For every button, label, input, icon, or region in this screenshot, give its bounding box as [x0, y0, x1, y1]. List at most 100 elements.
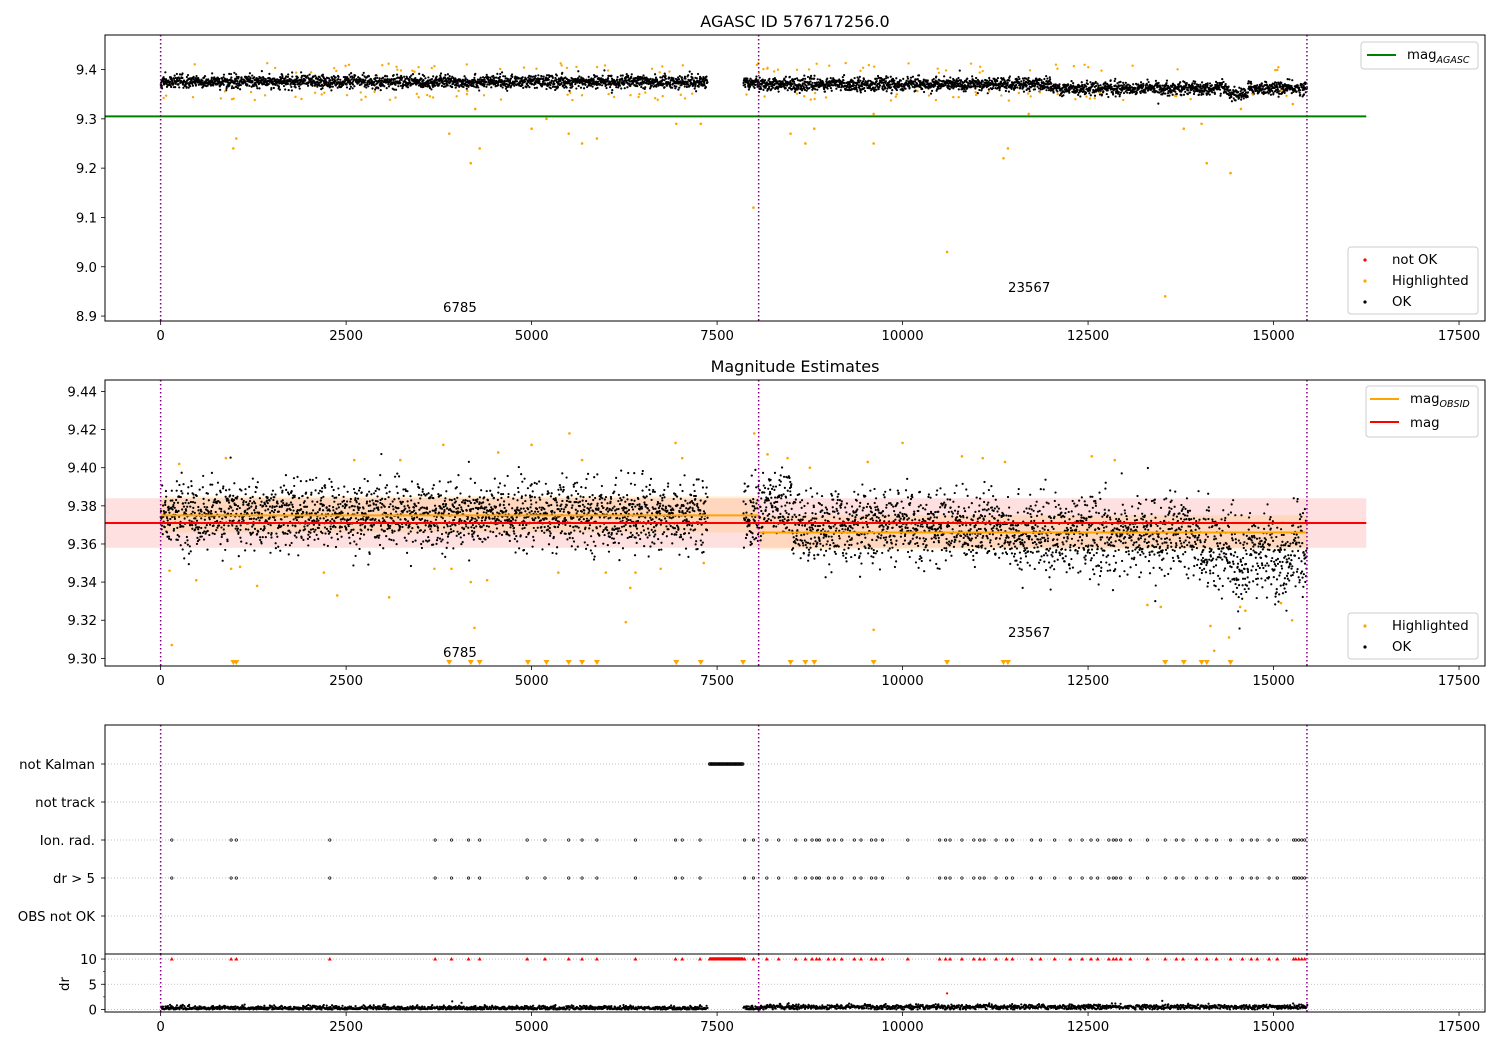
ok-point: [191, 82, 194, 86]
ok-point: [160, 524, 164, 527]
ok-point: [165, 79, 168, 82]
ok-point: [875, 88, 878, 91]
ok-point: [885, 90, 888, 93]
ok-point: [1295, 90, 1298, 93]
highlighted-point: [683, 97, 687, 100]
ok-point: [886, 76, 889, 79]
ok-point: [663, 72, 666, 75]
ok-point: [547, 78, 550, 81]
highlighted-point: [545, 117, 548, 121]
ok-point: [986, 92, 989, 95]
y-tick-label: 9.2: [76, 162, 97, 177]
ok-point: [397, 85, 400, 88]
y-tick-label: 8.9: [76, 310, 97, 325]
ok-point: [875, 79, 878, 83]
ok-point: [173, 515, 176, 519]
ok-point: [348, 73, 351, 76]
ok-point: [399, 81, 402, 85]
ok-point: [1250, 85, 1253, 89]
highlighted-point: [399, 69, 403, 72]
ok-point: [1286, 89, 1289, 92]
ok-point: [210, 76, 213, 79]
ok-point: [542, 77, 545, 80]
ok-point: [1193, 82, 1196, 85]
ok-point: [586, 85, 589, 89]
highlighted-point: [699, 122, 703, 126]
highlighted-point: [644, 91, 647, 94]
ok-point: [905, 79, 908, 82]
ok-point: [944, 83, 947, 87]
ok-point: [322, 76, 325, 80]
ok-point: [1058, 83, 1061, 86]
ok-point: [1156, 86, 1159, 89]
ok-point: [816, 88, 819, 91]
ok-point: [1237, 96, 1241, 99]
ok-point: [703, 82, 706, 85]
ok-point: [888, 80, 891, 83]
ok-point: [486, 83, 489, 86]
highlighted-point: [653, 96, 657, 100]
ok-point: [391, 82, 394, 86]
ok-point: [694, 83, 697, 86]
ok-point: [1300, 83, 1304, 86]
ok-point: [253, 76, 256, 79]
ok-point: [334, 76, 337, 79]
ok-point: [207, 78, 210, 81]
ok-point: [462, 85, 465, 89]
highlighted-point: [679, 93, 682, 97]
x-tick-label: 5000: [515, 329, 549, 344]
ok-point: [174, 76, 177, 80]
ok-point: [644, 86, 647, 89]
highlighted-point: [1098, 91, 1101, 94]
ok-point: [1197, 93, 1201, 96]
highlighted-point: [762, 67, 765, 71]
highlighted-point: [1189, 97, 1192, 101]
ok-point: [1072, 82, 1075, 85]
ok-point: [337, 75, 340, 78]
ok-point: [1039, 88, 1042, 91]
ok-point: [620, 87, 623, 90]
ok-point: [285, 75, 288, 78]
ok-point: [422, 79, 425, 82]
highlighted-point: [752, 206, 755, 209]
ok-point: [464, 77, 467, 80]
ok-point: [672, 77, 675, 80]
ok-point: [1079, 95, 1082, 98]
ok-point: [1268, 87, 1271, 90]
ok-point: [1221, 77, 1224, 81]
ok-point: [448, 75, 451, 78]
ok-point: [1157, 81, 1160, 85]
ok-point: [563, 83, 566, 87]
ok-point: [235, 73, 238, 76]
ok-point: [1269, 93, 1273, 96]
ok-point: [349, 85, 353, 88]
ok-point: [935, 75, 938, 78]
highlighted-point: [465, 92, 469, 96]
ok-point: [991, 80, 994, 83]
ok-point: [576, 77, 580, 80]
ok-point: [1216, 81, 1219, 85]
highlighted-point: [1027, 112, 1031, 116]
ok-point: [688, 70, 691, 73]
ok-point: [942, 79, 945, 82]
ok-point: [1277, 90, 1280, 93]
ok-point: [763, 79, 767, 82]
highlighted-point: [803, 95, 806, 98]
highlighted-point: [1291, 102, 1295, 106]
ok-point: [911, 75, 915, 78]
ok-point: [283, 78, 287, 82]
ok-point: [534, 74, 537, 77]
ok-point: [195, 74, 198, 78]
ok-point: [1224, 82, 1227, 86]
ok-point: [1199, 86, 1202, 89]
ok-point: [563, 86, 566, 89]
ok-point: [345, 76, 349, 79]
ok-point: [1200, 87, 1204, 90]
ok-point: [617, 86, 620, 89]
ok-point: [1236, 91, 1240, 94]
ok-point: [1095, 84, 1098, 88]
ok-point: [549, 83, 552, 87]
ok-point: [754, 83, 757, 87]
ok-point: [277, 85, 281, 89]
ok-point: [187, 86, 190, 89]
